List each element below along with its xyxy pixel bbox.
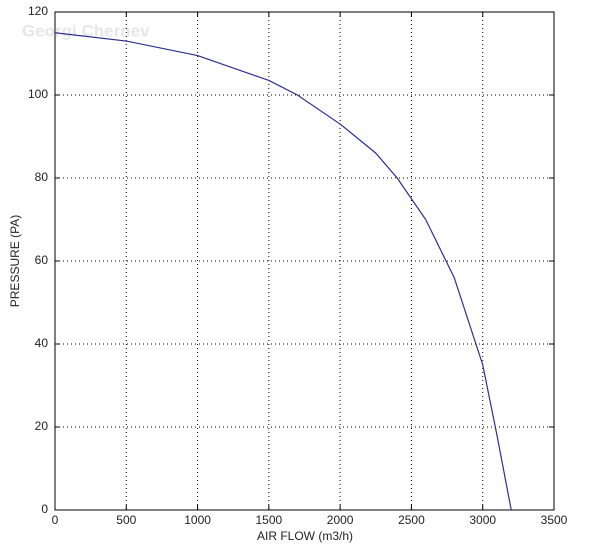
- x-tick-label: 1000: [184, 513, 211, 527]
- y-tick-label: 20: [35, 419, 49, 433]
- plot-frame: [54, 11, 555, 511]
- x-tick-label: 3000: [469, 513, 496, 527]
- y-tick-label: 100: [28, 87, 48, 101]
- y-tick-label: 60: [35, 253, 49, 267]
- y-tick-label: 0: [41, 502, 48, 516]
- y-tick-label: 40: [35, 336, 49, 350]
- x-tick-label: 0: [52, 513, 59, 527]
- y-tick-label: 80: [35, 170, 49, 184]
- x-tick-label: 2000: [327, 513, 354, 527]
- x-tick-label: 3500: [541, 513, 568, 527]
- y-tick-label: 120: [28, 4, 48, 18]
- x-tick-label: 2500: [398, 513, 425, 527]
- line-series: [54, 32, 512, 511]
- watermark: Georgi Chernev: [22, 21, 150, 40]
- x-axis-label: AIR FLOW (m3/h): [257, 529, 353, 543]
- x-tick-label: 1500: [256, 513, 283, 527]
- x-tick-label: 500: [116, 513, 136, 527]
- y-axis-label: PRESSURE (PA): [8, 215, 22, 307]
